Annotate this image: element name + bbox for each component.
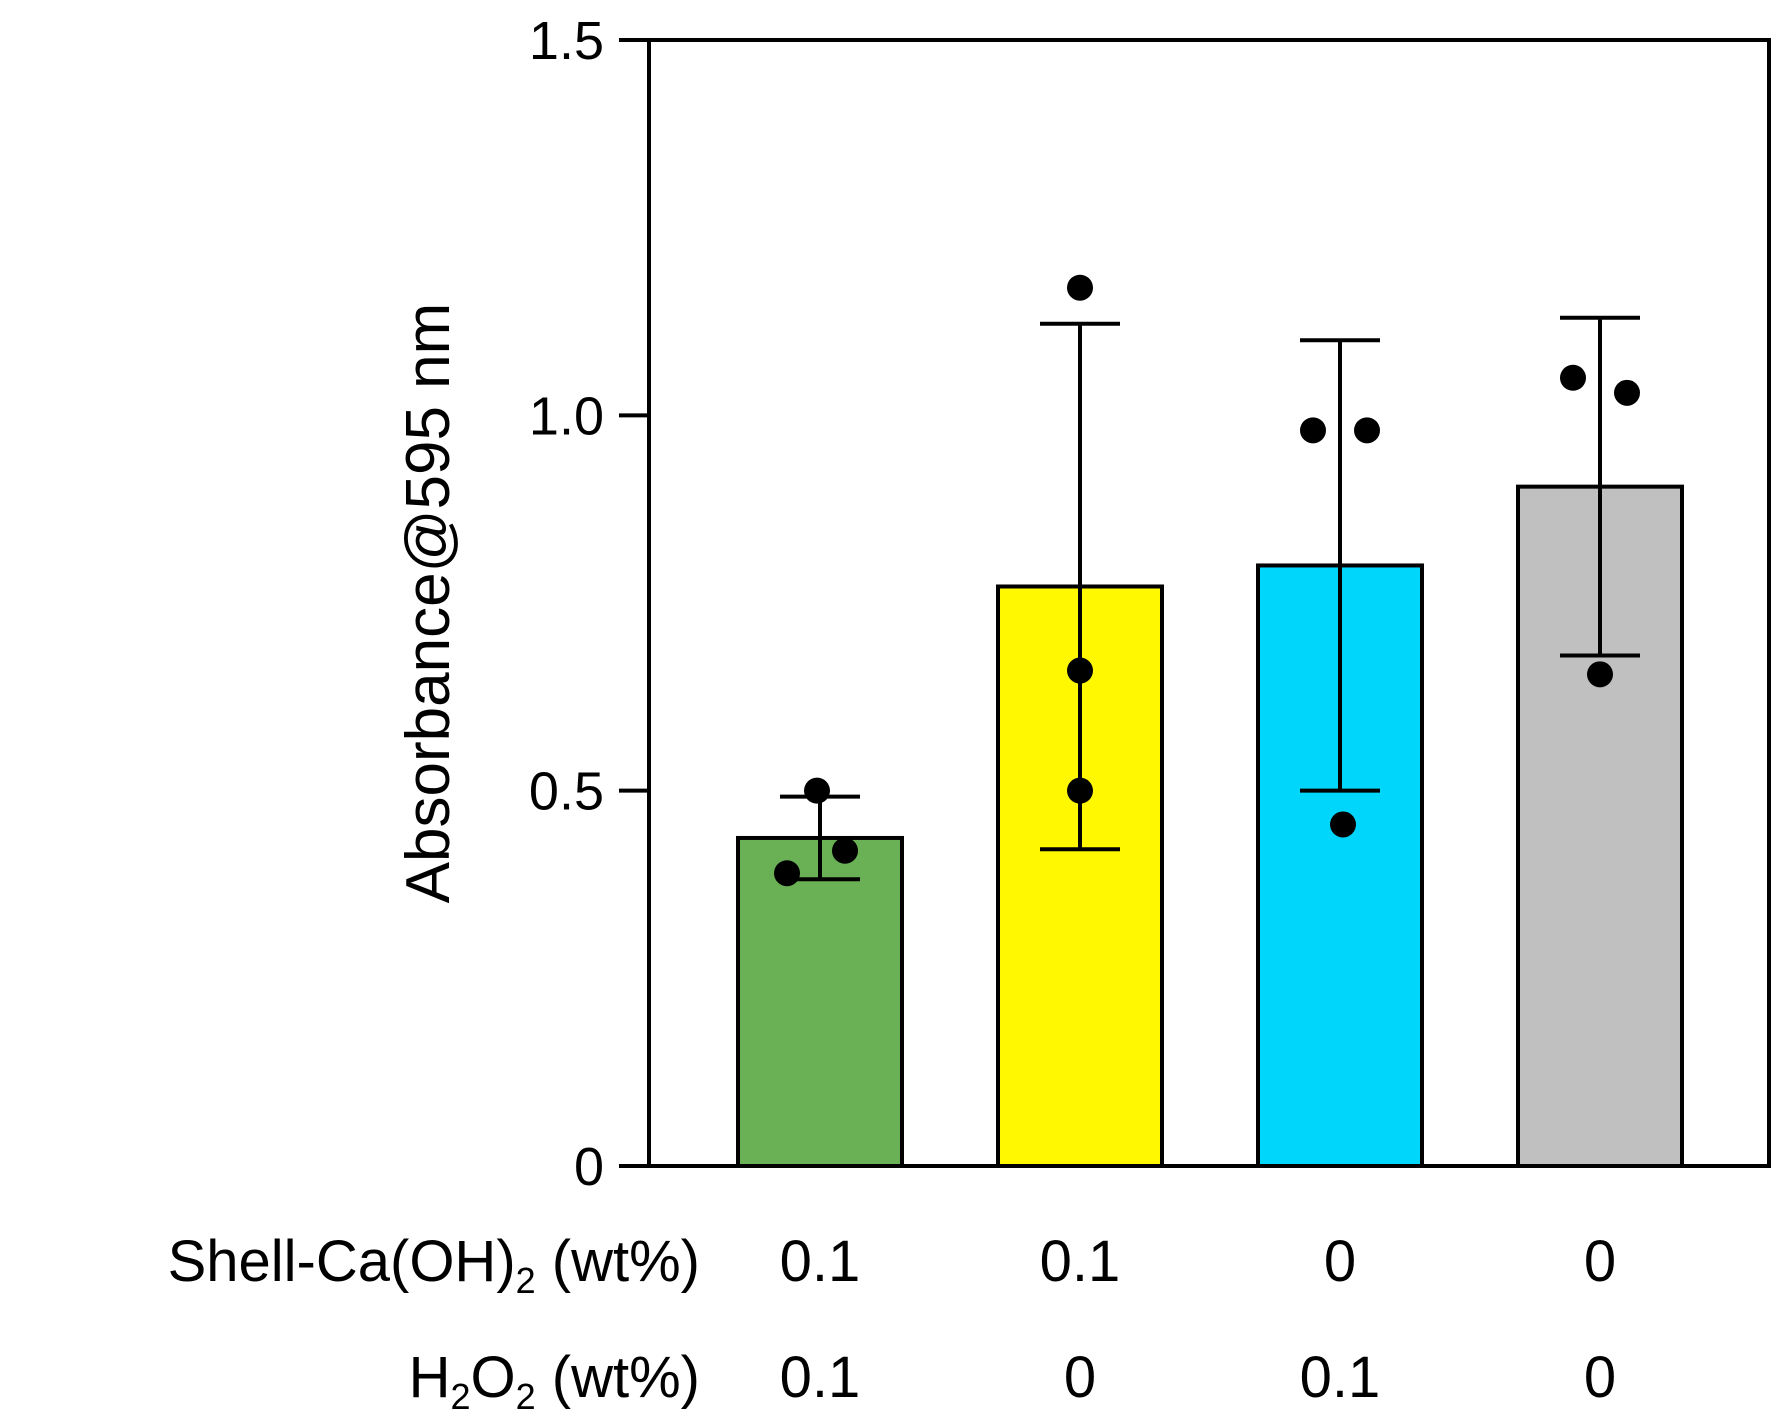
h2o2-value-2: 0 (1064, 1345, 1096, 1410)
h2o2-value-3: 0.1 (1300, 1345, 1381, 1410)
shell-label-subscript: 2 (516, 1260, 536, 1301)
h2o2-label-subscript-2: 2 (516, 1376, 536, 1417)
shell-value-2: 0.1 (1040, 1229, 1121, 1294)
y-axis-ticks: 0 0.5 1.0 1.5 (529, 11, 649, 1197)
data-point (1300, 417, 1326, 444)
h2o2-value-4: 0 (1584, 1345, 1616, 1410)
shell-value-4: 0 (1584, 1229, 1616, 1294)
bar-1 (736, 835, 904, 1168)
h2o2-label-subscript-1: 2 (450, 1376, 470, 1417)
y-tick-label: 1.0 (529, 386, 604, 446)
data-point (832, 837, 858, 864)
shell-label-main: Shell-Ca(OH) (168, 1229, 516, 1294)
data-point (1330, 811, 1356, 838)
shell-value-1: 0.1 (780, 1229, 861, 1294)
data-point (1560, 364, 1586, 391)
data-point (774, 860, 800, 887)
data-point (1354, 417, 1380, 444)
condition-row-label-shell: Shell-Ca(OH)2 (wt%) (168, 1229, 700, 1301)
y-tick-label: 1.5 (529, 11, 604, 71)
data-point (804, 777, 830, 804)
data-points (774, 274, 1640, 887)
shell-label-unit: (wt%) (536, 1229, 700, 1294)
error-bars (780, 315, 1640, 882)
y-tick-label: 0.5 (529, 762, 604, 822)
data-point (1067, 274, 1093, 301)
h2o2-value-1: 0.1 (780, 1345, 861, 1410)
plot-frame (647, 38, 1771, 1168)
data-point (1614, 379, 1640, 406)
h2o2-label-unit: (wt%) (536, 1345, 700, 1410)
y-tick-label: 0 (574, 1137, 604, 1197)
shell-value-3: 0 (1324, 1229, 1356, 1294)
h2o2-label-h: H (409, 1345, 451, 1410)
data-point (1067, 657, 1093, 684)
condition-row-label-h2o2: H2O2 (wt%) (409, 1345, 700, 1417)
data-point (1067, 777, 1093, 804)
bars (736, 484, 1684, 1168)
data-point (1587, 661, 1613, 688)
condition-values: 0.1 0.1 0 0 0.1 0 0.1 0 (780, 1229, 1616, 1410)
y-axis-label: Absorbance@595 nm (394, 303, 463, 904)
h2o2-label-o: O (471, 1345, 516, 1410)
